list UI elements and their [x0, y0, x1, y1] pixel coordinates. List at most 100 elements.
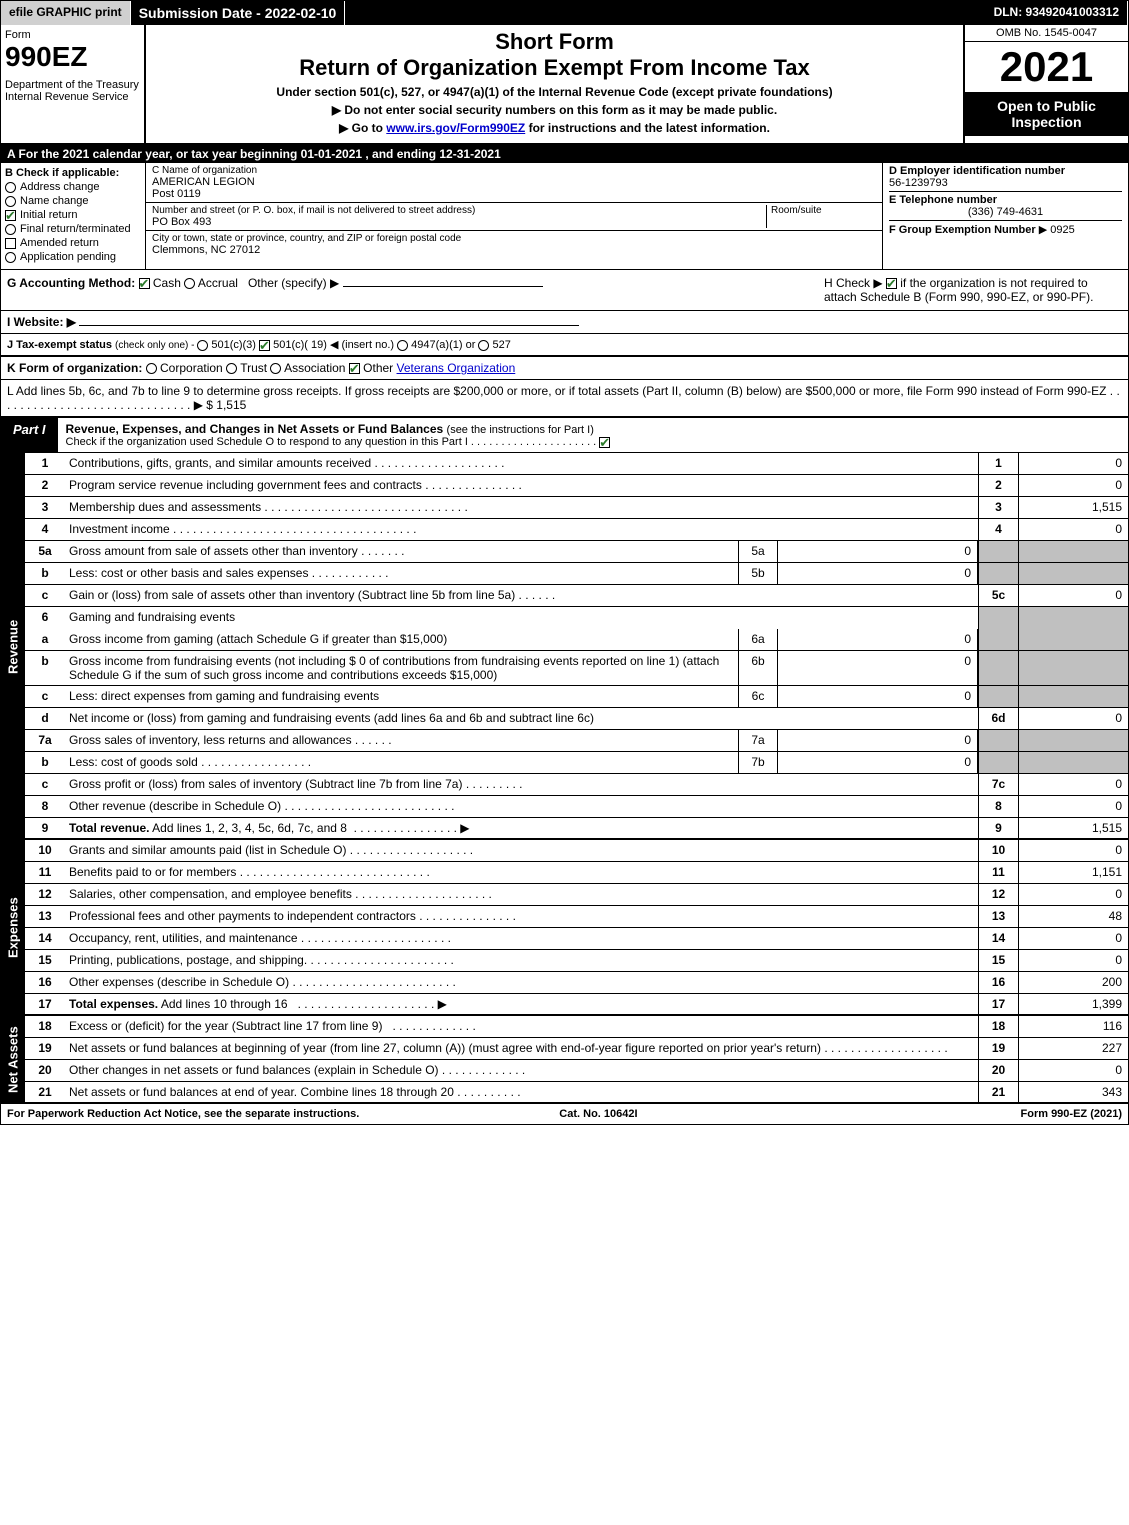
check-trust[interactable] — [226, 363, 237, 374]
line-8: 8Other revenue (describe in Schedule O) … — [25, 796, 1128, 818]
form-number: 990EZ — [5, 41, 140, 73]
line-6a: aGross income from gaming (attach Schedu… — [25, 629, 1128, 651]
part1-tab: Part I — [1, 418, 58, 452]
check-application-pending[interactable]: Application pending — [5, 251, 141, 263]
line-15: 15Printing, publications, postage, and s… — [25, 950, 1128, 972]
line-12: 12Salaries, other compensation, and empl… — [25, 884, 1128, 906]
line-20: 20Other changes in net assets or fund ba… — [25, 1060, 1128, 1082]
footer: For Paperwork Reduction Act Notice, see … — [1, 1104, 1128, 1124]
check-501c[interactable] — [259, 340, 270, 351]
phone-value: (336) 749-4631 — [889, 206, 1122, 218]
other-specify-input[interactable] — [343, 286, 543, 287]
part1-check-note: Check if the organization used Schedule … — [66, 436, 1120, 448]
c-column: C Name of organization AMERICAN LEGION P… — [146, 163, 883, 269]
footer-left: For Paperwork Reduction Act Notice, see … — [7, 1108, 359, 1120]
line-7b: bLess: cost of goods sold . . . . . . . … — [25, 752, 1128, 774]
line-4: 4Investment income . . . . . . . . . . .… — [25, 519, 1128, 541]
check-h[interactable] — [886, 278, 897, 289]
open-public-inspection: Open to Public Inspection — [965, 92, 1128, 136]
line-21: 21Net assets or fund balances at end of … — [25, 1082, 1128, 1104]
tax-year: 2021 — [965, 42, 1128, 92]
check-name-change[interactable]: Name change — [5, 195, 141, 207]
check-cash[interactable] — [139, 278, 150, 289]
header-left: Form 990EZ Department of the Treasury In… — [1, 25, 146, 143]
org-address-cell: Number and street (or P. O. box, if mail… — [146, 203, 882, 231]
submission-date: Submission Date - 2022-02-10 — [131, 1, 346, 25]
website-input[interactable] — [79, 325, 579, 326]
dln: DLN: 93492041003312 — [986, 1, 1128, 25]
under-section: Under section 501(c), 527, or 4947(a)(1)… — [150, 85, 959, 99]
check-amended-return[interactable]: Amended return — [5, 237, 141, 249]
check-schedule-o[interactable] — [599, 437, 610, 448]
short-form-title: Short Form — [150, 29, 959, 55]
check-other-org[interactable] — [349, 363, 360, 374]
other-org-value[interactable]: Veterans Organization — [397, 361, 516, 375]
d-column: D Employer identification number 56-1239… — [883, 163, 1128, 269]
line-19: 19Net assets or fund balances at beginni… — [25, 1038, 1128, 1060]
expenses-section: Expenses 10Grants and similar amounts pa… — [1, 840, 1128, 1016]
part1-title: Revenue, Expenses, and Changes in Net As… — [58, 418, 1128, 452]
line-6c: cLess: direct expenses from gaming and f… — [25, 686, 1128, 708]
line-16: 16Other expenses (describe in Schedule O… — [25, 972, 1128, 994]
line-17: 17Total expenses. Add lines 10 through 1… — [25, 994, 1128, 1016]
line-11: 11Benefits paid to or for members . . . … — [25, 862, 1128, 884]
line-10: 10Grants and similar amounts paid (list … — [25, 840, 1128, 862]
efile-print[interactable]: efile GRAPHIC print — [1, 1, 131, 25]
netassets-section: Net Assets 18Excess or (deficit) for the… — [1, 1016, 1128, 1104]
b-label: B Check if applicable: — [5, 167, 141, 179]
check-accrual[interactable] — [184, 278, 195, 289]
line-6b: bGross income from fundraising events (n… — [25, 651, 1128, 686]
line-18: 18Excess or (deficit) for the year (Subt… — [25, 1016, 1128, 1038]
check-address-change[interactable]: Address change — [5, 181, 141, 193]
irs-link[interactable]: www.irs.gov/Form990EZ — [386, 121, 525, 135]
check-501c3[interactable] — [197, 340, 208, 351]
footer-right: Form 990-EZ (2021) — [1021, 1108, 1123, 1120]
check-527[interactable] — [478, 340, 489, 351]
goto-note: ▶ Go to www.irs.gov/Form990EZ for instru… — [150, 121, 959, 135]
omb-number: OMB No. 1545-0047 — [965, 25, 1128, 42]
line-2: 2Program service revenue including gover… — [25, 475, 1128, 497]
line-7a: 7aGross sales of inventory, less returns… — [25, 730, 1128, 752]
check-initial-return[interactable]: Initial return — [5, 209, 141, 221]
form-header: Form 990EZ Department of the Treasury In… — [1, 25, 1128, 145]
line-3: 3Membership dues and assessments . . . .… — [25, 497, 1128, 519]
form-container: efile GRAPHIC print Submission Date - 20… — [0, 0, 1129, 1125]
line-1: 1Contributions, gifts, grants, and simil… — [25, 453, 1128, 475]
footer-center: Cat. No. 10642I — [559, 1108, 637, 1120]
netassets-tab: Net Assets — [1, 1016, 25, 1104]
check-final-return[interactable]: Final return/terminated — [5, 223, 141, 235]
form-word: Form — [5, 29, 140, 41]
org-name-cell: C Name of organization AMERICAN LEGION P… — [146, 163, 882, 203]
line-5a: 5aGross amount from sale of assets other… — [25, 541, 1128, 563]
check-4947[interactable] — [397, 340, 408, 351]
revenue-tab: Revenue — [1, 453, 25, 840]
org-city-cell: City or town, state or province, country… — [146, 231, 882, 258]
line-5c: cGain or (loss) from sale of assets othe… — [25, 585, 1128, 607]
i-website: I Website: ▶ — [1, 311, 1128, 334]
ssn-note: ▶ Do not enter social security numbers o… — [150, 103, 959, 117]
line-5b: bLess: cost or other basis and sales exp… — [25, 563, 1128, 585]
line-14: 14Occupancy, rent, utilities, and mainte… — [25, 928, 1128, 950]
top-bar: efile GRAPHIC print Submission Date - 20… — [1, 1, 1128, 25]
line-7c: cGross profit or (loss) from sales of in… — [25, 774, 1128, 796]
gh-row: G Accounting Method: Cash Accrual Other … — [1, 270, 1128, 311]
check-corp[interactable] — [146, 363, 157, 374]
line-9: 9Total revenue. Add lines 1, 2, 3, 4, 5c… — [25, 818, 1128, 840]
line-6: 6Gaming and fundraising events — [25, 607, 1128, 629]
check-assoc[interactable] — [270, 363, 281, 374]
group-value: ▶ 0925 — [1039, 224, 1075, 236]
l-gross-receipts: L Add lines 5b, 6c, and 7b to line 9 to … — [1, 380, 1128, 418]
bcd-row: B Check if applicable: Address change Na… — [1, 163, 1128, 270]
revenue-section: Revenue 1Contributions, gifts, grants, a… — [1, 453, 1128, 840]
k-form-org: K Form of organization: Corporation Trus… — [1, 357, 1128, 380]
h-check: H Check ▶ if the organization is not req… — [818, 270, 1128, 310]
ein-value: 56-1239793 — [889, 177, 1122, 189]
line-13: 13Professional fees and other payments t… — [25, 906, 1128, 928]
a-row-tax-year: A For the 2021 calendar year, or tax yea… — [1, 145, 1128, 163]
return-title: Return of Organization Exempt From Incom… — [150, 55, 959, 81]
line-6d: dNet income or (loss) from gaming and fu… — [25, 708, 1128, 730]
j-tax-exempt: J Tax-exempt status (check only one) - 5… — [1, 334, 1128, 357]
part1-header: Part I Revenue, Expenses, and Changes in… — [1, 418, 1128, 453]
g-accounting: G Accounting Method: Cash Accrual Other … — [1, 270, 818, 310]
header-center: Short Form Return of Organization Exempt… — [146, 25, 963, 143]
